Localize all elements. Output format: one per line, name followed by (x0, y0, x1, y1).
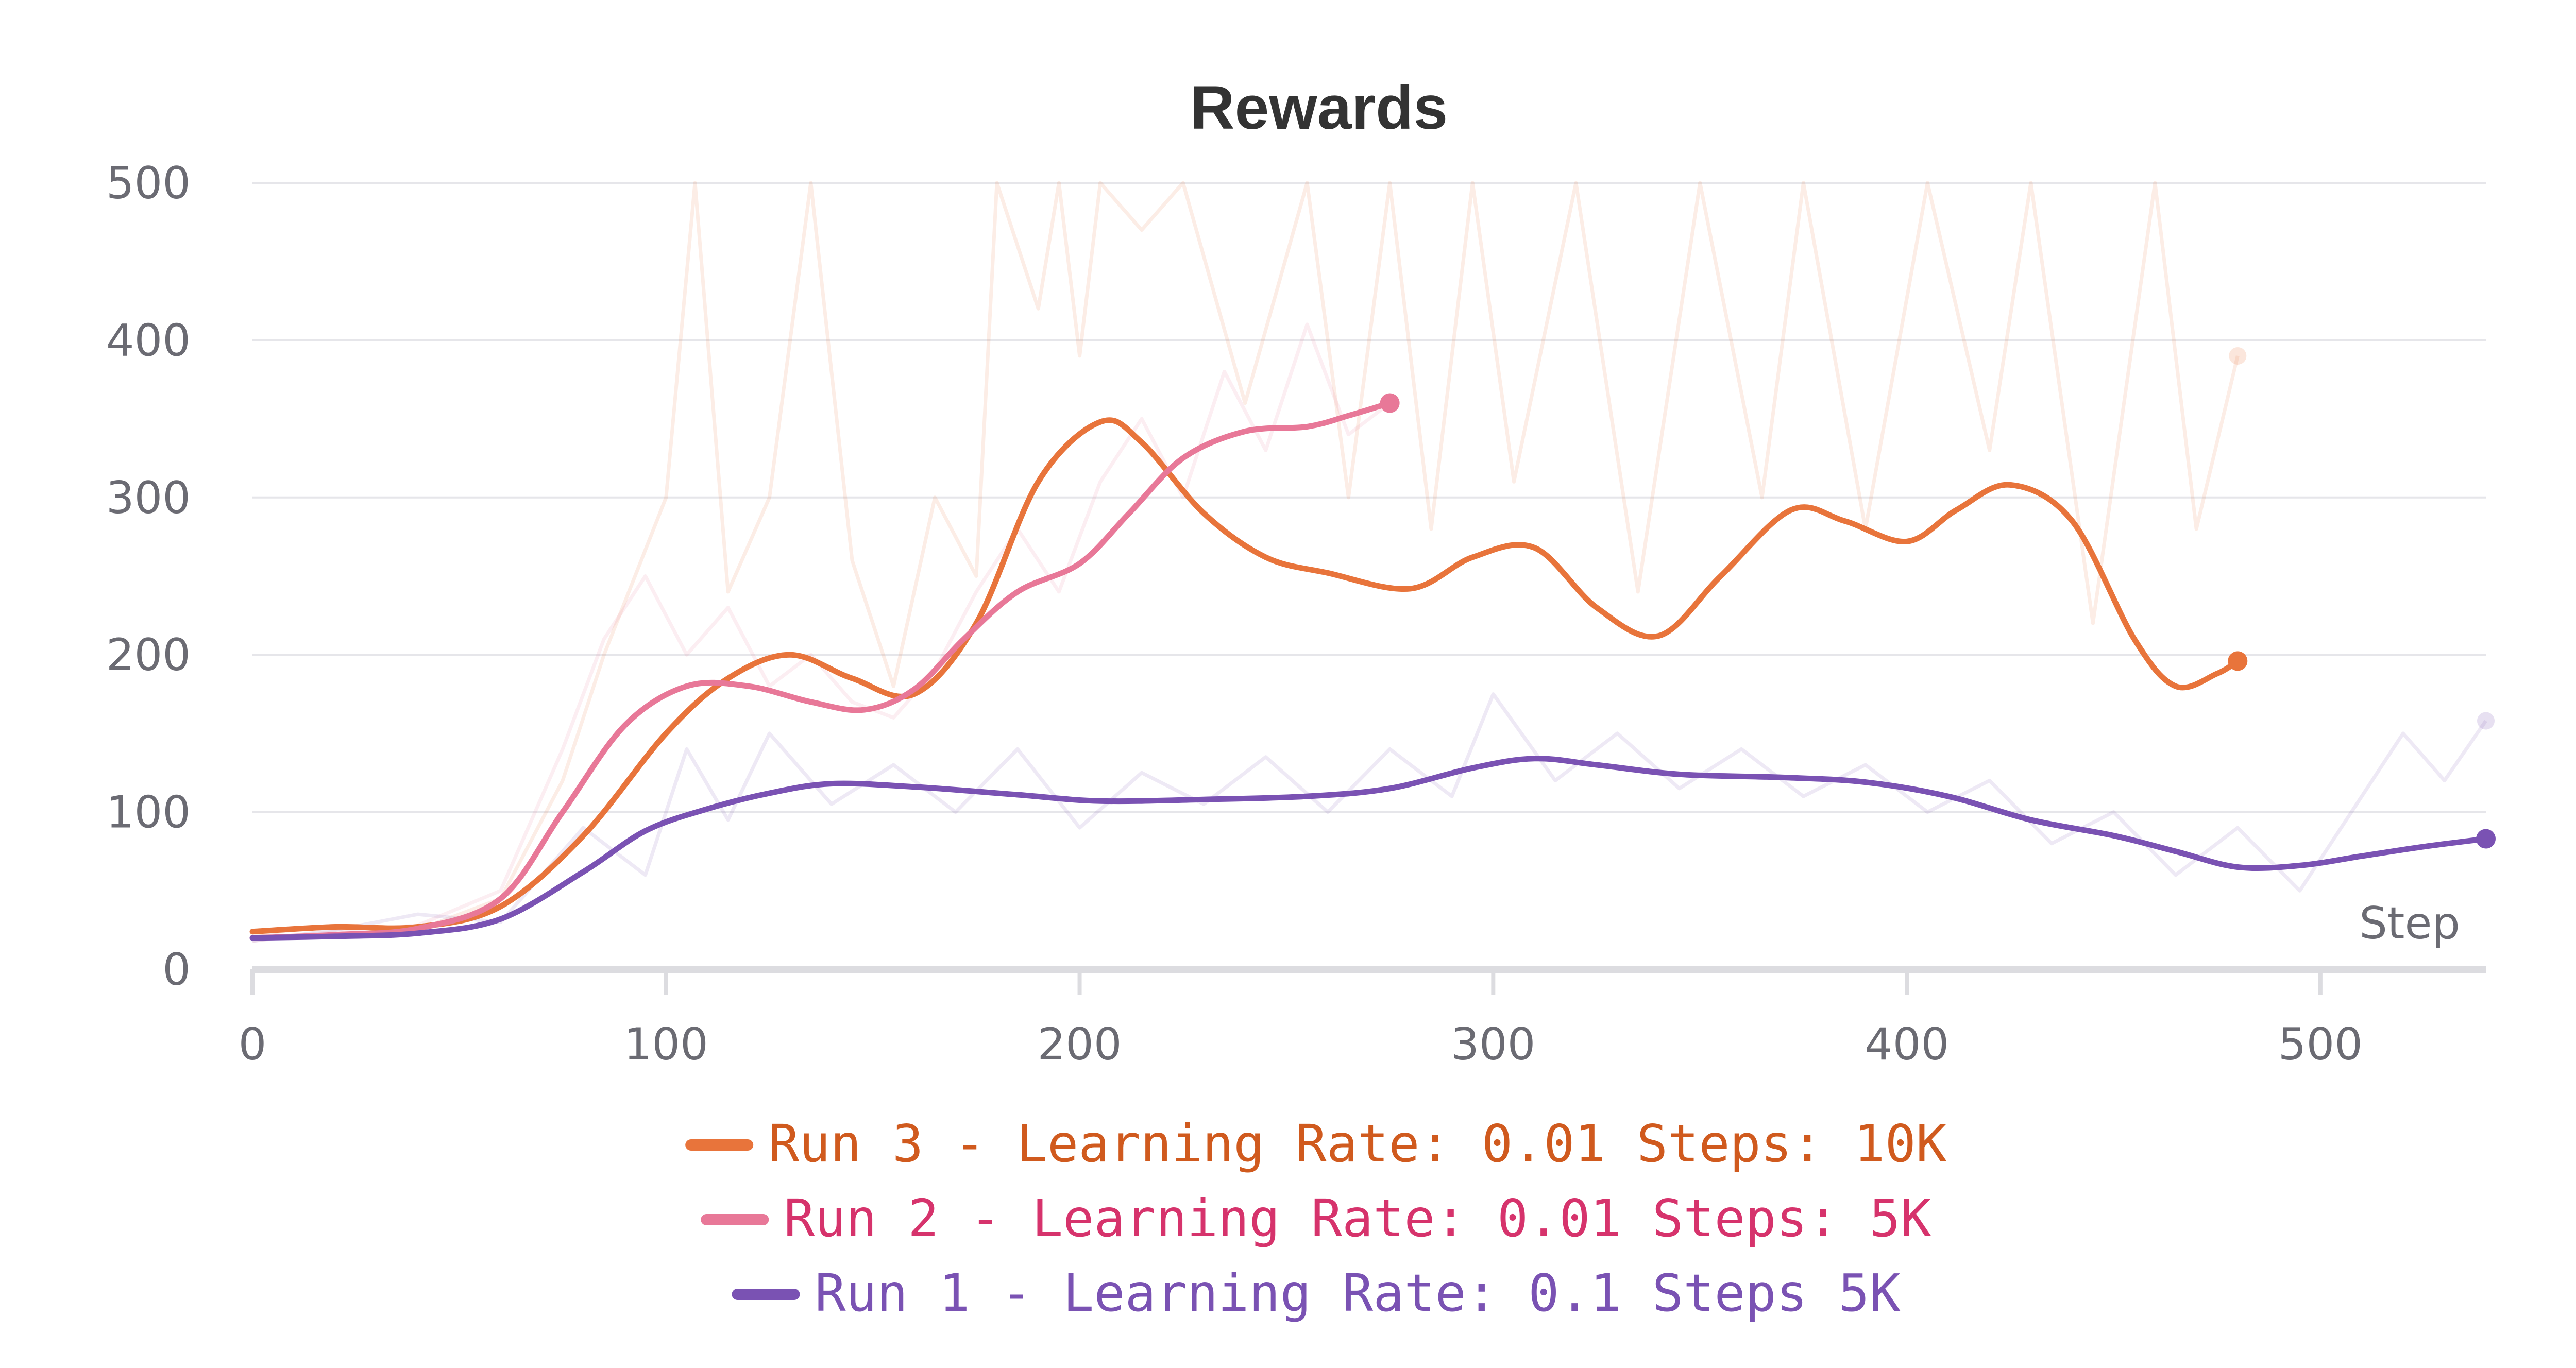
raw-series-line-3 (252, 692, 2487, 943)
x-tick-label: 0 (239, 1019, 267, 1070)
raw-series-layer (252, 181, 2495, 943)
series-endpoint-2 (1380, 393, 1400, 413)
tick-labels: 0 100 200 300 400 500 0 100 200 300 400 500 (106, 158, 2363, 1070)
x-tick-label: 500 (2278, 1019, 2363, 1070)
raw-series-endpoint-1 (2229, 347, 2247, 365)
smoothed-series-layer (249, 393, 2496, 941)
series-line-2 (249, 400, 1393, 941)
legend-label-2: Run 2 - Learning Rate: 0.01 Steps: 5K (784, 1188, 1931, 1249)
x-tick-label: 400 (1865, 1019, 1949, 1070)
x-tick-label: 200 (1037, 1019, 1122, 1070)
x-axis-label: Step (2359, 898, 2460, 949)
legend-label-1: Run 3 - Learning Rate: 0.01 Steps: 10K (768, 1114, 1947, 1174)
x-tick-label: 300 (1451, 1019, 1535, 1070)
series-line-3 (249, 756, 2489, 941)
grid-lines (252, 182, 2486, 813)
legend-label-3: Run 1 - Learning Rate: 0.1 Steps 5K (815, 1263, 1901, 1323)
raw-series-line-1 (252, 181, 2240, 937)
y-tick-label: 500 (106, 158, 191, 209)
y-tick-label: 200 (106, 629, 191, 681)
legend: Run 3 - Learning Rate: 0.01 Steps: 10K Ru… (685, 1114, 1947, 1323)
raw-series-line-2 (252, 322, 1391, 943)
chart-title: Rewards (1190, 73, 1448, 142)
raw-series-endpoint-3 (2477, 712, 2495, 730)
series-endpoint-3 (2476, 829, 2496, 849)
x-tick-label: 100 (624, 1019, 708, 1070)
y-tick-label: 100 (106, 787, 191, 839)
series-line-1 (249, 417, 2241, 935)
series-endpoint-1 (2228, 651, 2248, 671)
y-tick-label: 400 (106, 315, 191, 366)
axes (250, 966, 2486, 995)
y-tick-label: 300 (106, 472, 191, 524)
y-tick-label: 0 (162, 944, 191, 996)
